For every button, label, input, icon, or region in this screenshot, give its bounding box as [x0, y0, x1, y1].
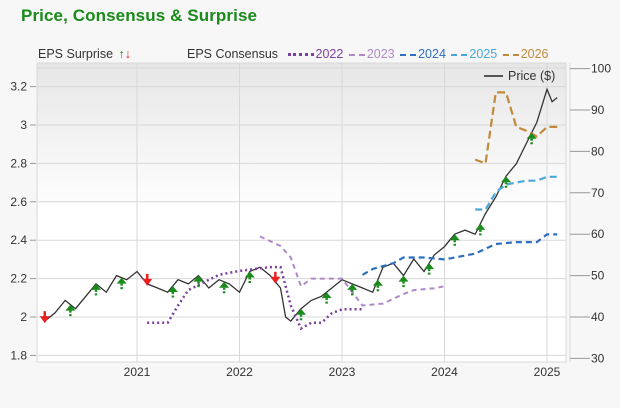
legend-consensus-label: EPS Consensus	[187, 47, 279, 61]
legend-price: Price ($)	[484, 69, 555, 83]
left-axis: 1.8 2 2.2 2.4 2.6 2.8 3 3.2	[10, 80, 36, 362]
legend-surprise-label: EPS Surprise	[38, 47, 114, 61]
surprise-down-icon	[270, 271, 281, 284]
arrow-up-icon: ↑	[118, 47, 125, 61]
legend-2026-swatch-icon	[502, 53, 519, 56]
surprise-down-icon	[39, 311, 50, 324]
right-tick-label: 30	[591, 351, 605, 365]
legend-2024: 2024	[418, 47, 446, 61]
left-tick-label: 3	[20, 118, 27, 132]
surprise-up-icon	[501, 176, 511, 189]
right-tick-label: 100	[591, 62, 611, 76]
surprise-up-icon	[193, 275, 204, 288]
legend-surprise: EPS Surprise ↑↓	[38, 47, 131, 61]
right-tick-label: 70	[591, 186, 605, 200]
legend-2023-swatch-icon	[348, 53, 365, 56]
right-tick-label: 40	[591, 310, 605, 324]
chart-title: Price, Consensus & Surprise	[21, 6, 258, 25]
vertical-gridlines	[136, 63, 548, 362]
legend-2025-swatch-icon	[451, 53, 468, 56]
surprise-up-icon	[167, 285, 178, 298]
right-axis: 30 40 50 60 70 80 90 100	[570, 62, 611, 365]
surprise-up-icon	[475, 223, 486, 236]
right-tick-label: 80	[591, 144, 605, 158]
left-tick-label: 3.2	[10, 80, 27, 94]
legend-2026: 2026	[520, 47, 549, 61]
surprise-up-icon	[321, 292, 332, 305]
right-tick-label: 50	[591, 269, 605, 283]
2022-consensus-line	[147, 265, 363, 331]
right-tick-label: 60	[591, 227, 605, 241]
x-tick-label: 2023	[329, 365, 356, 379]
2024-consensus-line	[361, 233, 558, 276]
surprise-up-icon	[449, 234, 460, 247]
surprise-down-icon	[142, 273, 153, 286]
left-tick-label: 1.8	[10, 348, 27, 362]
left-tick-label: 2.4	[10, 233, 27, 247]
surprise-up-icon	[219, 281, 230, 294]
price-line	[44, 87, 558, 323]
legend-price-label: Price ($)	[508, 69, 555, 83]
surprise-up-icon	[91, 283, 101, 296]
2023-consensus-line	[259, 235, 445, 307]
legend-2022: 2022	[315, 47, 344, 61]
x-tick-label: 2024	[431, 365, 458, 379]
surprise-up-icon	[65, 304, 76, 317]
legend-2024-swatch-icon	[400, 53, 417, 56]
left-tick-label: 2.8	[10, 156, 27, 170]
x-tick-label: 2022	[226, 365, 253, 379]
2025-consensus-line	[475, 175, 558, 211]
legend-consensus: EPS Consensus 2022 2023 2024 2025 2026	[187, 47, 549, 61]
surprise-up-icon	[347, 283, 358, 296]
left-tick-label: 2.2	[10, 272, 27, 286]
surprise-up-icon	[296, 308, 306, 321]
left-tick-label: 2	[20, 310, 27, 324]
x-axis: 2021 2022 2023 2024 2025	[124, 365, 561, 379]
2026-consensus-line	[474, 91, 558, 165]
surprise-up-icon	[526, 132, 537, 145]
legend-2022-swatch-icon	[287, 53, 314, 57]
arrow-down-icon: ↓	[124, 47, 132, 61]
left-tick-label: 2.6	[10, 195, 27, 209]
surprise-markers	[39, 132, 537, 324]
x-tick-label: 2021	[124, 365, 151, 379]
x-tick-label: 2025	[534, 365, 561, 379]
surprise-up-icon	[372, 279, 383, 292]
right-tick-label: 90	[591, 103, 605, 117]
surprise-up-icon	[244, 271, 255, 284]
series-lines	[44, 87, 558, 331]
surprise-up-icon	[398, 275, 409, 288]
legend-2023: 2023	[366, 47, 395, 61]
surprise-up-icon	[116, 277, 127, 290]
surprise-up-icon	[424, 263, 435, 276]
legend-2025: 2025	[469, 47, 498, 61]
